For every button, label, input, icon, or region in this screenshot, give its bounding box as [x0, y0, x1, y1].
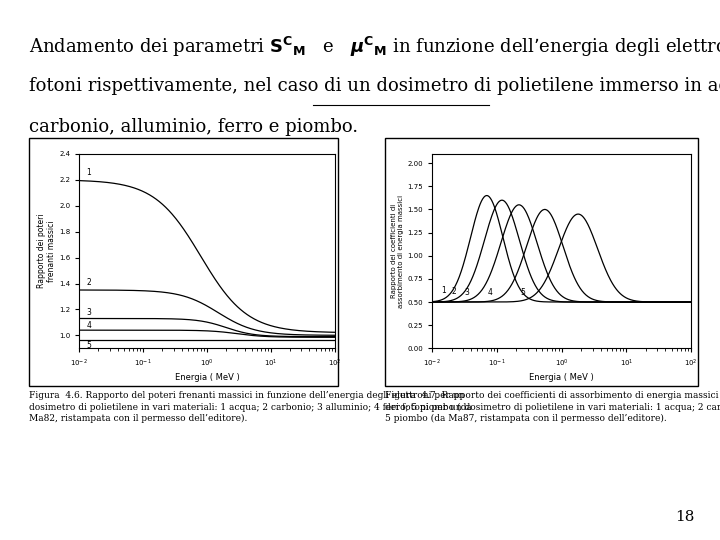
Text: 3: 3	[86, 308, 91, 317]
X-axis label: Energia ( MeV ): Energia ( MeV )	[175, 373, 239, 382]
Text: Andamento dei parametri $\mathbf{S}^{\mathbf{C}}{}_{\mathbf{M}}$   e   $\boldsym: Andamento dei parametri $\mathbf{S}^{\ma…	[29, 35, 720, 59]
Text: fotoni rispettivamente, nel caso di un dosimetro di polietilene immerso in acqua: fotoni rispettivamente, nel caso di un d…	[29, 77, 720, 94]
Text: 2: 2	[452, 287, 456, 296]
Text: 5: 5	[520, 288, 525, 297]
Text: 4: 4	[86, 321, 91, 329]
Text: 2: 2	[86, 279, 91, 287]
Text: carbonio, alluminio, ferro e piombo.: carbonio, alluminio, ferro e piombo.	[29, 118, 358, 136]
Text: Figura  4.7. Rapporto dei coefficienti di assorbimento di energia massici in fun: Figura 4.7. Rapporto dei coefficienti di…	[385, 392, 720, 423]
Text: 5: 5	[86, 341, 91, 350]
Text: 4: 4	[488, 288, 493, 297]
X-axis label: Energia ( MeV ): Energia ( MeV )	[529, 373, 594, 382]
Text: 18: 18	[675, 510, 695, 524]
Text: 1: 1	[441, 286, 446, 295]
Text: 3: 3	[465, 288, 469, 296]
Y-axis label: Rapporto dei poteri
frenanti massici: Rapporto dei poteri frenanti massici	[37, 214, 56, 288]
Y-axis label: Rapporto dei coefficienti di
assorbimento di energia massici: Rapporto dei coefficienti di assorbiment…	[392, 194, 405, 308]
Text: Figura  4.6. Rapporto del poteri frenanti massici in funzione dell’energia degli: Figura 4.6. Rapporto del poteri frenanti…	[29, 392, 472, 423]
Text: 1: 1	[86, 168, 91, 177]
